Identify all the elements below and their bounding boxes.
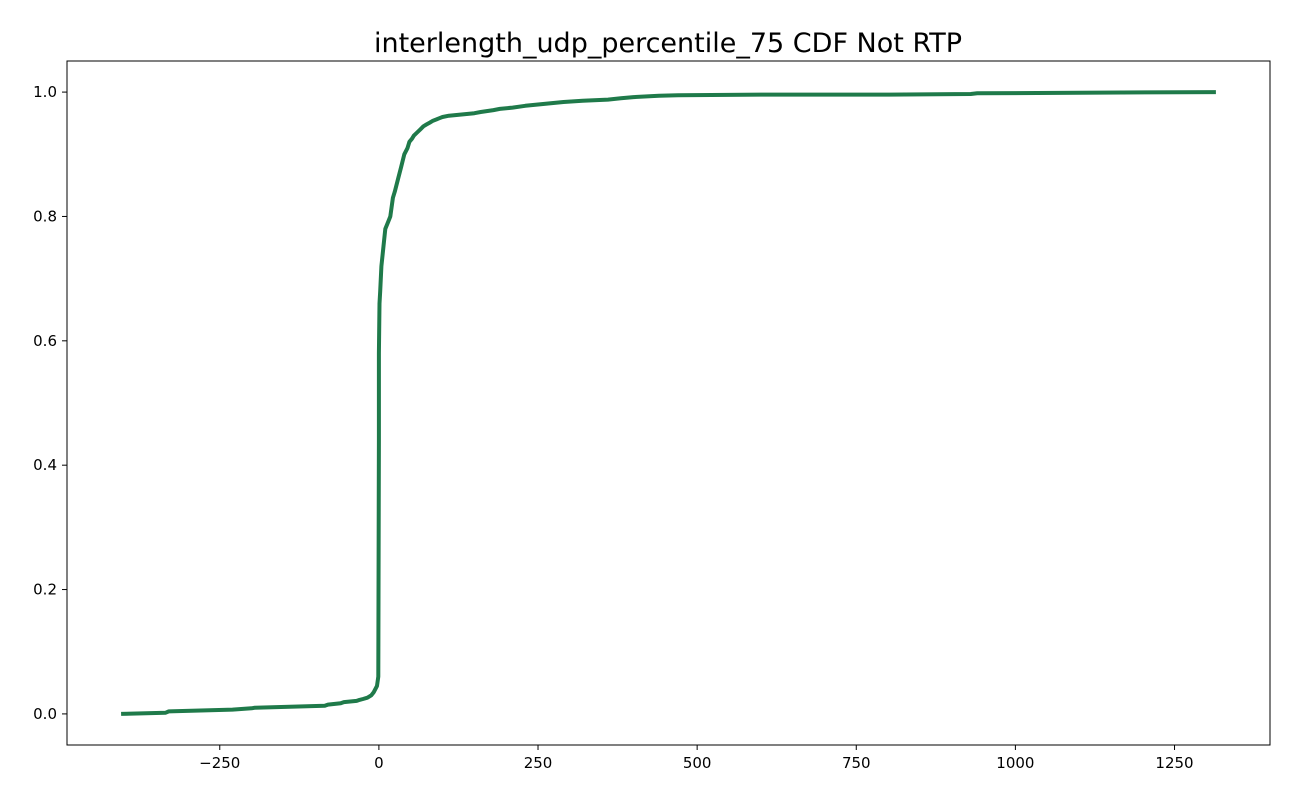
x-tick-label: 750	[842, 754, 871, 772]
series-layer	[121, 90, 1216, 716]
plot-frame	[66, 60, 1271, 746]
cdf-series-line	[121, 90, 1216, 716]
y-tick-label: 0.8	[33, 207, 57, 225]
chart-title: interlength_udp_percentile_75 CDF Not RT…	[374, 28, 962, 59]
x-tick-label: 1250	[1155, 754, 1193, 772]
y-tick-label: 0.6	[33, 332, 57, 350]
y-tick-label: 0.4	[33, 456, 57, 474]
plot-area	[66, 60, 1271, 746]
x-axis: −250 0 250 500 750 1000 1250	[199, 745, 1194, 772]
y-tick-label: 0.2	[33, 581, 57, 599]
x-tick-label: 0	[374, 754, 384, 772]
x-tick-label: 1000	[996, 754, 1034, 772]
y-tick-label: 1.0	[33, 83, 57, 101]
x-tick-label: −250	[199, 754, 240, 772]
x-tick-label: 500	[683, 754, 712, 772]
x-tick-label: 250	[524, 754, 553, 772]
y-axis: 0.0 0.2 0.4 0.6 0.8 1.0	[33, 83, 67, 723]
y-tick-label: 0.0	[33, 705, 57, 723]
